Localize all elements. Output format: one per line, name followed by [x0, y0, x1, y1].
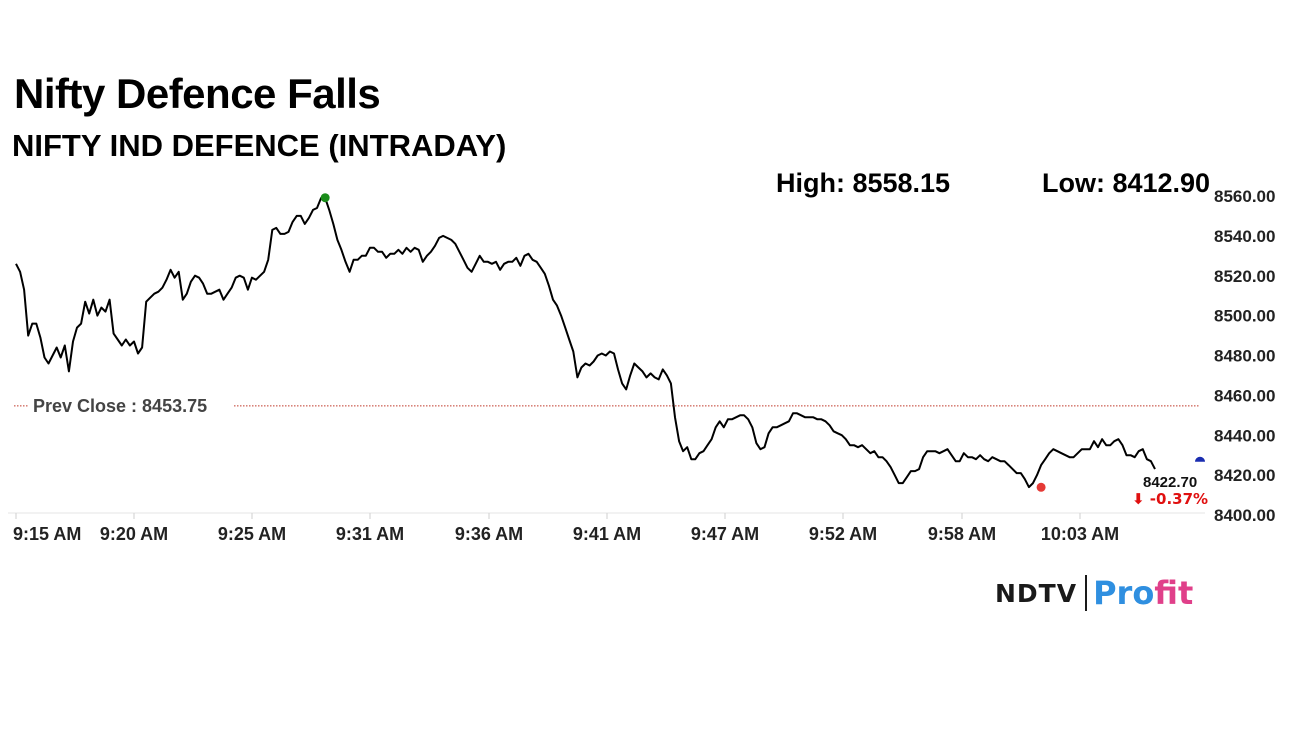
prev-close-label: Prev Close : 8453.75	[33, 396, 207, 416]
price-line	[15, 197, 1156, 489]
x-tick-label: 9:58 AM	[928, 524, 996, 544]
y-tick-label: 8520.00	[1214, 267, 1275, 286]
x-tick-label: 9:31 AM	[336, 524, 404, 544]
change-percent-label: ⬇ -0.37%	[1132, 490, 1208, 508]
ndtv-profit-logo: NDTV Profit	[995, 574, 1193, 612]
y-tick-label: 8400.00	[1214, 506, 1275, 525]
high-stat: High: 8558.15	[776, 168, 951, 198]
low-stat: Low: 8412.90	[1042, 168, 1211, 198]
logo-divider	[1085, 575, 1088, 611]
logo-ndtv-text: NDTV	[995, 578, 1078, 608]
x-tick-label: 9:41 AM	[573, 524, 641, 544]
x-tick-label: 9:25 AM	[218, 524, 286, 544]
x-tick-label: 9:15 AM	[13, 524, 81, 544]
logo-profit-text: Profit	[1093, 574, 1193, 612]
logo-profit-b: fit	[1154, 574, 1194, 612]
chart-subtitle: NIFTY IND DEFENCE (INTRADAY)	[12, 128, 507, 163]
y-tick-label: 8560.00	[1214, 187, 1275, 206]
y-tick-label: 8460.00	[1214, 386, 1275, 405]
y-tick-label: 8540.00	[1214, 227, 1275, 246]
x-tick-label: 10:03 AM	[1041, 524, 1119, 544]
last-price-marker	[1195, 456, 1205, 462]
last-price-label: 8422.70	[1143, 474, 1197, 491]
y-tick-label: 8420.00	[1214, 466, 1275, 485]
y-tick-label: 8500.00	[1214, 307, 1275, 326]
x-tick-label: 9:52 AM	[809, 524, 877, 544]
x-tick-label: 9:47 AM	[691, 524, 759, 544]
y-tick-label: 8440.00	[1214, 426, 1275, 445]
high-marker	[320, 193, 330, 203]
low-marker	[1036, 482, 1046, 492]
x-tick-label: 9:36 AM	[455, 524, 523, 544]
logo-profit-a: Pro	[1093, 574, 1155, 612]
x-tick-label: 9:20 AM	[100, 524, 168, 544]
y-tick-label: 8480.00	[1214, 347, 1275, 366]
chart-title: Nifty Defence Falls	[14, 70, 381, 117]
